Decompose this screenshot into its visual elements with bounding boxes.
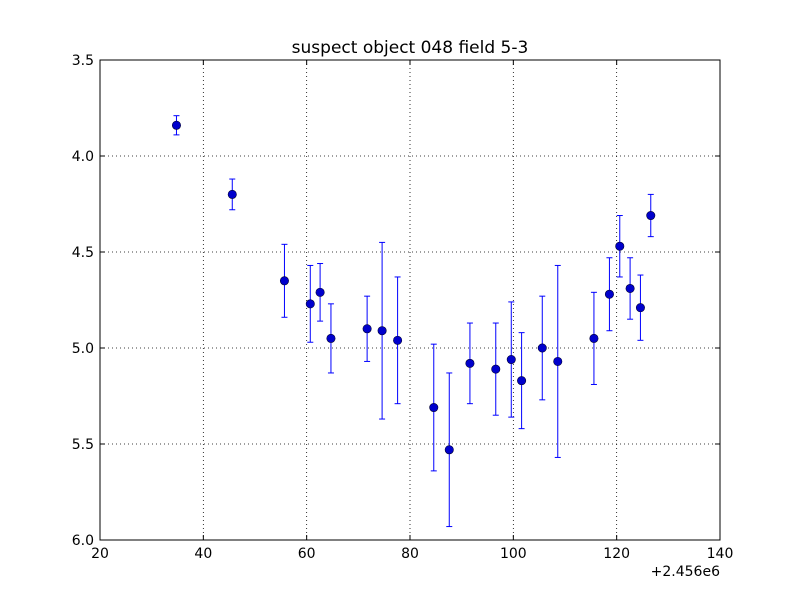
y-tick-label: 5.5 (72, 437, 94, 453)
data-point-group (537, 295, 547, 401)
data-point (444, 445, 454, 455)
chart-title: suspect object 048 field 5-3 (292, 38, 529, 58)
data-point-group (491, 322, 501, 416)
y-tick-label: 3.5 (72, 53, 94, 69)
data-point (635, 303, 645, 313)
data-point (517, 376, 527, 386)
x-tick-label: 120 (603, 546, 630, 562)
data-point (315, 287, 325, 297)
data-point (625, 283, 635, 293)
x-offset-label: +2.456e6 (651, 564, 720, 580)
data-point-group (444, 372, 454, 528)
data-point (171, 120, 181, 130)
data-point (429, 403, 439, 413)
axis-ticks: 20 40 60 80 100 120 140 3.5 4.0 4.5 5.0 5.5 6.0 (72, 53, 734, 562)
data-point (393, 335, 403, 345)
data-point-group (279, 243, 289, 318)
x-tick-label: 80 (401, 546, 419, 562)
y-tick-label: 4.0 (72, 149, 94, 165)
x-tick-label: 100 (500, 546, 527, 562)
data-point-group (517, 332, 527, 430)
data-point (589, 333, 599, 343)
data-point (465, 358, 475, 368)
data-point-group (506, 301, 516, 418)
data-point (646, 211, 656, 221)
data-point-group (377, 241, 387, 420)
y-tick-label: 6.0 (72, 533, 94, 549)
data-point (491, 364, 501, 374)
data-point-group (465, 322, 475, 405)
data-point-group (604, 257, 614, 332)
data-point (506, 355, 516, 365)
data-point-group (362, 295, 372, 362)
x-tick-label: 140 (707, 546, 734, 562)
data-series (171, 115, 656, 528)
data-point (227, 189, 237, 199)
data-point-group (589, 291, 599, 385)
data-point-group (393, 276, 403, 405)
data-point (377, 326, 387, 336)
x-tick-label: 20 (91, 546, 109, 562)
data-point (537, 343, 547, 353)
data-point (279, 276, 289, 286)
data-point-group (646, 193, 656, 238)
data-point-group (315, 263, 325, 322)
data-point-group (429, 343, 439, 472)
data-point-group (227, 178, 237, 211)
y-tick-label: 4.5 (72, 245, 94, 261)
data-point (615, 241, 625, 251)
x-tick-label: 60 (298, 546, 316, 562)
data-point (305, 299, 315, 309)
data-point-group (326, 303, 336, 374)
x-tick-label: 40 (194, 546, 212, 562)
data-point (553, 356, 563, 366)
data-point-group (171, 115, 181, 136)
grid-lines (100, 60, 720, 540)
y-tick-label: 5.0 (72, 341, 94, 357)
data-point (326, 333, 336, 343)
data-point-group (625, 257, 635, 320)
data-point-group (553, 264, 563, 458)
data-point (604, 289, 614, 299)
data-point-group (305, 264, 315, 343)
data-point (362, 324, 372, 334)
data-point-group (635, 274, 645, 341)
data-point-group (615, 215, 625, 278)
